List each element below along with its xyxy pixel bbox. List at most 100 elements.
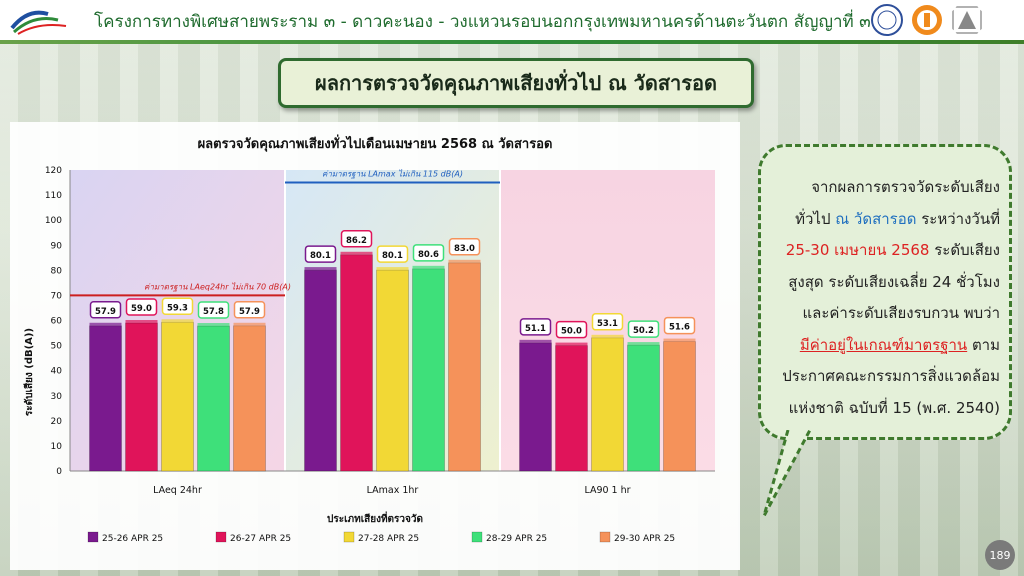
summary-callout xyxy=(758,144,1012,440)
partner-logos xyxy=(870,3,984,39)
bar-top xyxy=(591,334,624,338)
x-axis-categories: LAeq 24hr LAmax 1hr LA90 1 hr xyxy=(153,485,631,496)
summary-line-2c: ระหว่างวันที่ xyxy=(916,209,1000,228)
bar xyxy=(233,325,266,472)
standard-lines: ค่ามาตรฐาน LAeq24hr ไม่เกิน 70 dB(A) ค่าม… xyxy=(70,169,500,297)
summary-line-3b: ระดับเสียง xyxy=(929,241,1000,259)
y-tick-label: 100 xyxy=(45,216,62,226)
section-title: ผลการตรวจวัดคุณภาพเสียงทั่วไป ณ วัดสารอด xyxy=(278,58,754,108)
callout-tail xyxy=(762,430,812,517)
data-label: 57.8 xyxy=(203,307,224,317)
bar xyxy=(89,325,122,472)
legend-label: 27-28 APR 25 xyxy=(358,534,419,544)
summary-line-5: และค่าระดับเสียงรบกวน พบว่า xyxy=(802,304,1000,322)
bar xyxy=(376,269,409,472)
chart-container: 0 10 20 30 40 50 60 70 80 90 100 110 120 ค่ามาตรฐาน … xyxy=(10,122,740,570)
bar xyxy=(591,337,624,472)
team-logo xyxy=(871,4,903,36)
standard-label: ค่ามาตรฐาน LAeq24hr ไม่เกิน 70 dB(A) xyxy=(144,281,291,292)
y-tick-label: 0 xyxy=(56,467,62,477)
legend-swatch xyxy=(471,531,483,543)
legend-swatch xyxy=(343,531,355,543)
bar-series-group xyxy=(89,251,696,472)
data-label: 50.0 xyxy=(561,327,582,337)
bar xyxy=(519,342,552,472)
data-label: 57.9 xyxy=(239,307,260,317)
y-tick-label: 20 xyxy=(51,417,63,427)
legend-label: 25-26 APR 25 xyxy=(102,534,163,544)
y-tick-label: 110 xyxy=(45,191,62,201)
bar xyxy=(125,322,158,472)
data-label: 86.2 xyxy=(346,236,367,246)
agency-seal xyxy=(952,6,982,34)
legend-swatch xyxy=(87,531,99,543)
data-label: 80.1 xyxy=(310,251,331,261)
chart-title: ผลตรวจวัดคุณภาพเสียงทั่วไปเดือนเมษายน 25… xyxy=(198,134,553,152)
data-label-box xyxy=(663,316,696,335)
summary-line-6b: ตาม xyxy=(967,335,1000,354)
data-label-box xyxy=(412,244,445,262)
data-label-box xyxy=(376,245,409,263)
category-label: LAeq 24hr xyxy=(153,485,202,496)
y-tick-label: 10 xyxy=(51,442,63,452)
chart-legend: 25-26 APR 25 26-27 APR 25 27-28 APR 25 28-2… xyxy=(87,531,675,544)
summary-location: ณ วัดสารอด xyxy=(835,209,917,228)
y-tick-label: 50 xyxy=(51,342,63,352)
data-label: 59.0 xyxy=(131,304,152,314)
data-label-box xyxy=(197,301,230,319)
data-label: 53.1 xyxy=(597,319,618,329)
bar-top xyxy=(340,251,373,255)
legend-swatch xyxy=(599,531,611,543)
summary-line-2a: ทั่วไป xyxy=(795,209,836,228)
summary-conclusion: มีค่าอยู่ในเกณฑ์มาตรฐาน xyxy=(799,335,968,354)
category-label: LAmax 1hr xyxy=(367,485,419,496)
bar-top xyxy=(89,322,122,326)
y-tick-label: 90 xyxy=(51,241,63,251)
data-label-box xyxy=(555,320,588,339)
data-label-box xyxy=(448,238,481,256)
data-label: 80.6 xyxy=(418,250,439,260)
summary-line-7: ประกาศคณะกรรมการสิ่งแวดล้อม xyxy=(782,367,1000,385)
bar xyxy=(197,325,230,472)
bar xyxy=(663,341,696,472)
bar-top xyxy=(197,323,230,327)
bar-top xyxy=(627,342,660,346)
header-title: โครงการทางพิเศษสายพระราม ๓ - ดาวคะนอง - … xyxy=(94,12,871,32)
header-divider xyxy=(0,40,1024,44)
summary-text: จากผลการตรวจวัดระดับเสียง ทั่วไป ณ วัดสา… xyxy=(760,172,1000,424)
data-label-box xyxy=(233,301,266,319)
summary-date-range: 25-30 เมษายน 2568 xyxy=(785,241,930,259)
data-label-box xyxy=(340,230,373,248)
bar xyxy=(304,269,337,472)
bar xyxy=(340,254,373,472)
data-label: 50.2 xyxy=(633,326,654,336)
data-label-box xyxy=(627,320,660,338)
bar-top xyxy=(233,322,266,326)
data-label: 57.9 xyxy=(95,307,116,317)
summary-line-4: สูงสุด ระดับเสียงเฉลี่ย 24 ชั่วโมง xyxy=(788,272,1000,291)
data-label: 51.1 xyxy=(525,324,546,334)
bar-top xyxy=(663,338,696,342)
data-label: 51.6 xyxy=(669,323,690,333)
it-logo xyxy=(912,5,942,35)
data-label-box xyxy=(304,245,337,263)
legend-label: 29-30 APR 25 xyxy=(614,534,675,544)
exat-logo xyxy=(10,10,67,35)
data-label-box xyxy=(519,318,552,336)
bar-top xyxy=(376,267,409,271)
bar-top xyxy=(555,342,588,346)
y-tick-label: 80 xyxy=(51,266,63,276)
y-tick-label: 30 xyxy=(51,392,63,402)
summary-line-1: จากผลการตรวจวัดระดับเสียง xyxy=(811,178,1000,196)
legend-swatch xyxy=(215,531,227,543)
bar xyxy=(161,321,194,472)
bar xyxy=(448,262,481,472)
data-label-box xyxy=(161,297,194,316)
category-label: LA90 1 hr xyxy=(584,485,630,496)
bar xyxy=(627,344,660,472)
header-bar: โครงการทางพิเศษสายพระราม ๓ - ดาวคะนอง - … xyxy=(0,0,1024,42)
y-tick-label: 120 xyxy=(45,166,62,176)
data-label: 59.3 xyxy=(167,303,188,313)
bar-top xyxy=(448,259,481,263)
legend-label: 26-27 APR 25 xyxy=(230,534,291,544)
